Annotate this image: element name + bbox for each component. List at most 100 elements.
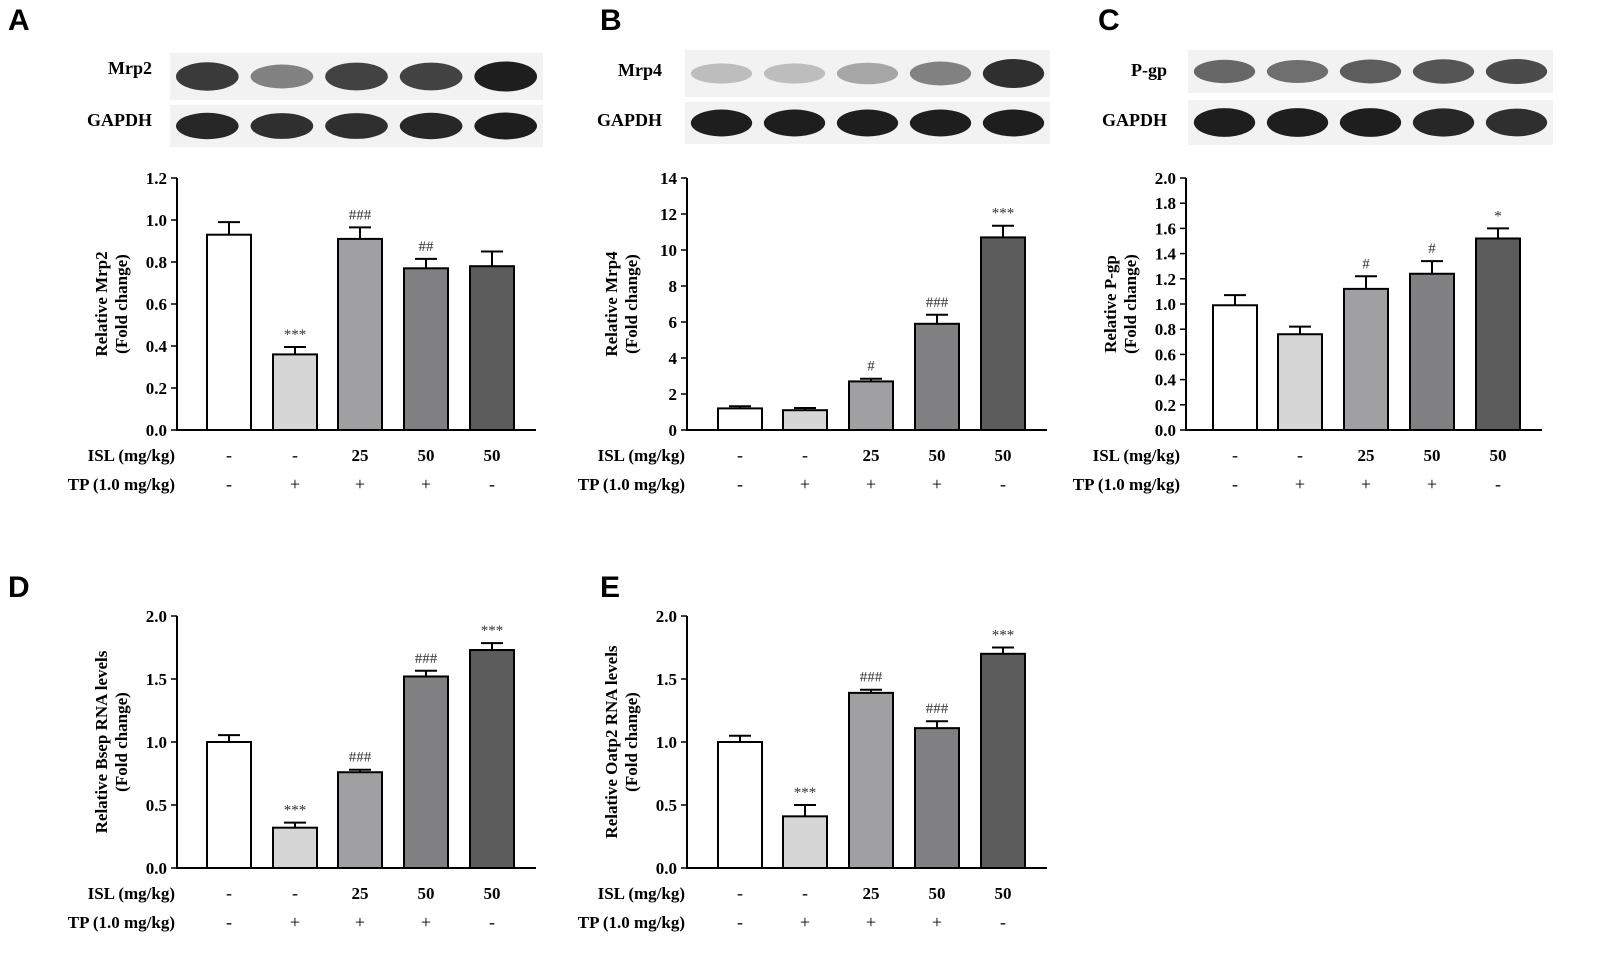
treatment-label: TP (1.0 mg/kg): [578, 913, 685, 932]
y-tick-label: 1.8: [1155, 194, 1176, 213]
y-axis-label-line: (Fold change): [622, 692, 641, 792]
bar: [1475, 237, 1521, 431]
treatment-value: -: [226, 445, 232, 465]
panel-d: D 0.0 0.5 1.0 1.5 2.0 Relative Bsep RNA levels…: [8, 571, 536, 932]
blot-band: [836, 109, 899, 137]
blot-band: [250, 113, 314, 139]
y-axis-label-line: (Fold change): [112, 254, 131, 354]
treatment-label: TP (1.0 mg/kg): [68, 913, 175, 932]
blot-band: [1339, 59, 1402, 84]
treatment-value: -: [1495, 474, 1501, 494]
y-tick-label: 1.0: [1155, 295, 1176, 314]
bar: [337, 771, 383, 869]
treatment-value: 50: [995, 884, 1012, 903]
treatment-value: -: [226, 474, 232, 494]
blot-label-target: Mrp2: [108, 58, 152, 78]
treatment-value: +: [290, 912, 300, 932]
y-tick-label: 6: [669, 313, 678, 332]
treatment-value: +: [355, 912, 365, 932]
bar: [1212, 304, 1258, 432]
significance-label: ***: [794, 785, 817, 801]
treatment-value: -: [737, 912, 743, 932]
blot-label-loading: GAPDH: [597, 110, 662, 130]
blot-band: [1485, 59, 1548, 84]
blot-band: [982, 109, 1045, 137]
blot-band: [1266, 108, 1329, 137]
y-tick-label: 1.0: [656, 733, 677, 752]
treatment-value: +: [355, 474, 365, 494]
blot-band: [690, 63, 753, 84]
bar: [469, 649, 515, 870]
treatment-value: -: [737, 883, 743, 903]
treatment-value: -: [1232, 445, 1238, 465]
y-tick-label: 0.0: [1155, 421, 1176, 440]
bar: [337, 237, 383, 431]
significance-label: #: [867, 359, 875, 375]
y-tick-label: 10: [660, 241, 677, 260]
treatment-label: TP (1.0 mg/kg): [1073, 475, 1180, 494]
treatment-value: 25: [352, 884, 369, 903]
treatment-value: 50: [418, 884, 435, 903]
bar: [914, 727, 960, 870]
significance-label: ###: [926, 295, 949, 311]
bar: [206, 233, 252, 431]
y-axis-label-line: Relative Oatp2 RNA levels: [602, 645, 621, 838]
treatment-value: -: [1232, 474, 1238, 494]
treatment-value: +: [1295, 474, 1305, 494]
blot-band: [1339, 108, 1402, 137]
treatment-value: 25: [863, 446, 880, 465]
blot-band: [399, 62, 463, 91]
y-tick-label: 2.0: [146, 607, 167, 626]
treatment-label: TP (1.0 mg/kg): [578, 475, 685, 494]
significance-label: ###: [926, 701, 949, 717]
y-tick-label: 4: [669, 349, 678, 368]
y-tick-label: 0.2: [1155, 396, 1176, 415]
blot-band: [1193, 59, 1256, 84]
y-axis-label-line: (Fold change): [112, 692, 131, 792]
blot-band: [690, 109, 753, 137]
y-tick-label: 12: [660, 205, 677, 224]
y-tick-label: 0.0: [146, 421, 167, 440]
treatment-value: 50: [484, 446, 501, 465]
y-tick-label: 0.5: [146, 796, 167, 815]
bar: [848, 380, 894, 431]
y-tick-label: 0.0: [146, 859, 167, 878]
bar: [272, 353, 318, 431]
blot-band: [250, 64, 314, 89]
significance-label: ##: [419, 239, 435, 255]
blot-band: [1412, 59, 1475, 84]
y-axis-label: Relative Mrp4(Fold change): [602, 251, 641, 357]
blot-band: [909, 109, 972, 137]
y-tick-label: 0.6: [146, 295, 167, 314]
significance-label: #: [1428, 241, 1436, 257]
panel-letter: D: [8, 571, 30, 604]
blot-band: [175, 112, 239, 140]
y-tick-label: 0.5: [656, 796, 677, 815]
blot-band: [175, 62, 239, 91]
y-tick-label: 1.0: [146, 733, 167, 752]
panel-letter: E: [600, 571, 620, 604]
treatment-value: +: [866, 912, 876, 932]
y-tick-label: 0.4: [1155, 371, 1177, 390]
treatment-value: -: [489, 474, 495, 494]
bar: [272, 826, 318, 869]
significance-label: #: [1362, 256, 1370, 272]
blot-band: [982, 59, 1045, 88]
y-tick-label: 1.2: [1155, 270, 1176, 289]
bar: [782, 409, 828, 432]
treatment-value: +: [421, 912, 431, 932]
blot-band: [836, 62, 899, 85]
y-tick-label: 0.2: [146, 379, 167, 398]
panel-letter: A: [8, 4, 30, 37]
y-axis-label-line: Relative Bsep RNA levels: [92, 650, 111, 833]
y-tick-label: 1.6: [1155, 219, 1176, 238]
blot-band: [325, 113, 388, 139]
y-tick-label: 2.0: [1155, 169, 1176, 188]
treatment-value: 25: [1358, 446, 1375, 465]
blot-label-target: P-gp: [1131, 60, 1167, 80]
panel-a: A Mrp2 GAPDH 0.0 0.2 0.4 0.6 0.8 1.0 1.2 Relative …: [8, 4, 543, 494]
significance-label: ***: [992, 206, 1015, 222]
y-tick-label: 8: [669, 277, 678, 296]
y-axis-label-line: Relative P-gp: [1101, 255, 1120, 353]
